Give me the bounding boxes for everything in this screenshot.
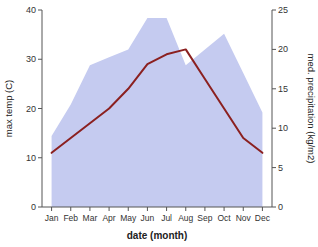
x-tick-label: Nov bbox=[236, 213, 252, 223]
y2-tick-label: 0 bbox=[278, 202, 283, 212]
x-tick-label: Mar bbox=[83, 213, 98, 223]
y-tick bbox=[38, 108, 42, 109]
y2-tick bbox=[272, 128, 276, 129]
x-tick-label: Jan bbox=[45, 213, 59, 223]
y-tick-label: 30 bbox=[26, 54, 36, 64]
y-tick-label: 10 bbox=[26, 153, 36, 163]
x-tick bbox=[262, 207, 263, 211]
x-tick bbox=[70, 207, 71, 211]
x-tick-label: May bbox=[120, 213, 137, 223]
y-tick-label: 20 bbox=[26, 104, 36, 114]
x-tick bbox=[51, 207, 52, 211]
y2-tick-label: 15 bbox=[278, 84, 288, 94]
chart: 0 10 20 30 40 0 5 10 15 20 25 Jan Feb Mar Apr May Jun Jul… bbox=[0, 0, 318, 247]
y2-axis-title: med. precipitation (kg/m2) bbox=[306, 54, 317, 164]
y-tick bbox=[38, 10, 42, 11]
x-tick-label: Apr bbox=[102, 213, 115, 223]
y2-tick-label: 10 bbox=[278, 123, 288, 133]
x-tick bbox=[243, 207, 244, 211]
precipitation-area bbox=[52, 18, 263, 207]
y2-axis-line bbox=[272, 10, 273, 207]
y2-tick bbox=[272, 207, 276, 208]
x-tick-label: Aug bbox=[178, 213, 193, 223]
y-tick bbox=[38, 59, 42, 60]
x-tick bbox=[204, 207, 205, 211]
y2-tick bbox=[272, 49, 276, 50]
y2-tick bbox=[272, 167, 276, 168]
x-tick bbox=[224, 207, 225, 211]
plot-area bbox=[52, 18, 263, 207]
y-axis-title: max temp (C) bbox=[3, 80, 14, 138]
y-tick bbox=[38, 207, 42, 208]
x-tick-label: Jul bbox=[161, 213, 172, 223]
x-tick bbox=[109, 207, 110, 211]
temperature-line bbox=[52, 49, 263, 152]
y-tick bbox=[38, 157, 42, 158]
y2-tick-label: 5 bbox=[278, 163, 283, 173]
x-axis-title: date (month) bbox=[127, 230, 188, 241]
x-tick-label: Feb bbox=[63, 213, 78, 223]
x-tick-label: Oct bbox=[217, 213, 231, 223]
x-tick bbox=[185, 207, 186, 211]
y2-tick bbox=[272, 88, 276, 89]
y2-tick bbox=[272, 10, 276, 11]
y2-tick-label: 20 bbox=[278, 44, 288, 54]
chart-container: 0 10 20 30 40 0 5 10 15 20 25 Jan Feb Mar Apr May Jun Jul… bbox=[0, 0, 318, 247]
x-tick bbox=[147, 207, 148, 211]
x-tick-label: Sep bbox=[197, 213, 212, 223]
x-tick bbox=[128, 207, 129, 211]
y-tick-label: 0 bbox=[31, 202, 36, 212]
x-tick bbox=[89, 207, 90, 211]
x-axis-line bbox=[42, 207, 272, 208]
x-tick-label: Dec bbox=[255, 213, 271, 223]
y-tick-label: 40 bbox=[26, 5, 36, 15]
y2-tick-label: 25 bbox=[278, 5, 288, 15]
x-tick bbox=[166, 207, 167, 211]
x-tick-label: Jun bbox=[141, 213, 155, 223]
